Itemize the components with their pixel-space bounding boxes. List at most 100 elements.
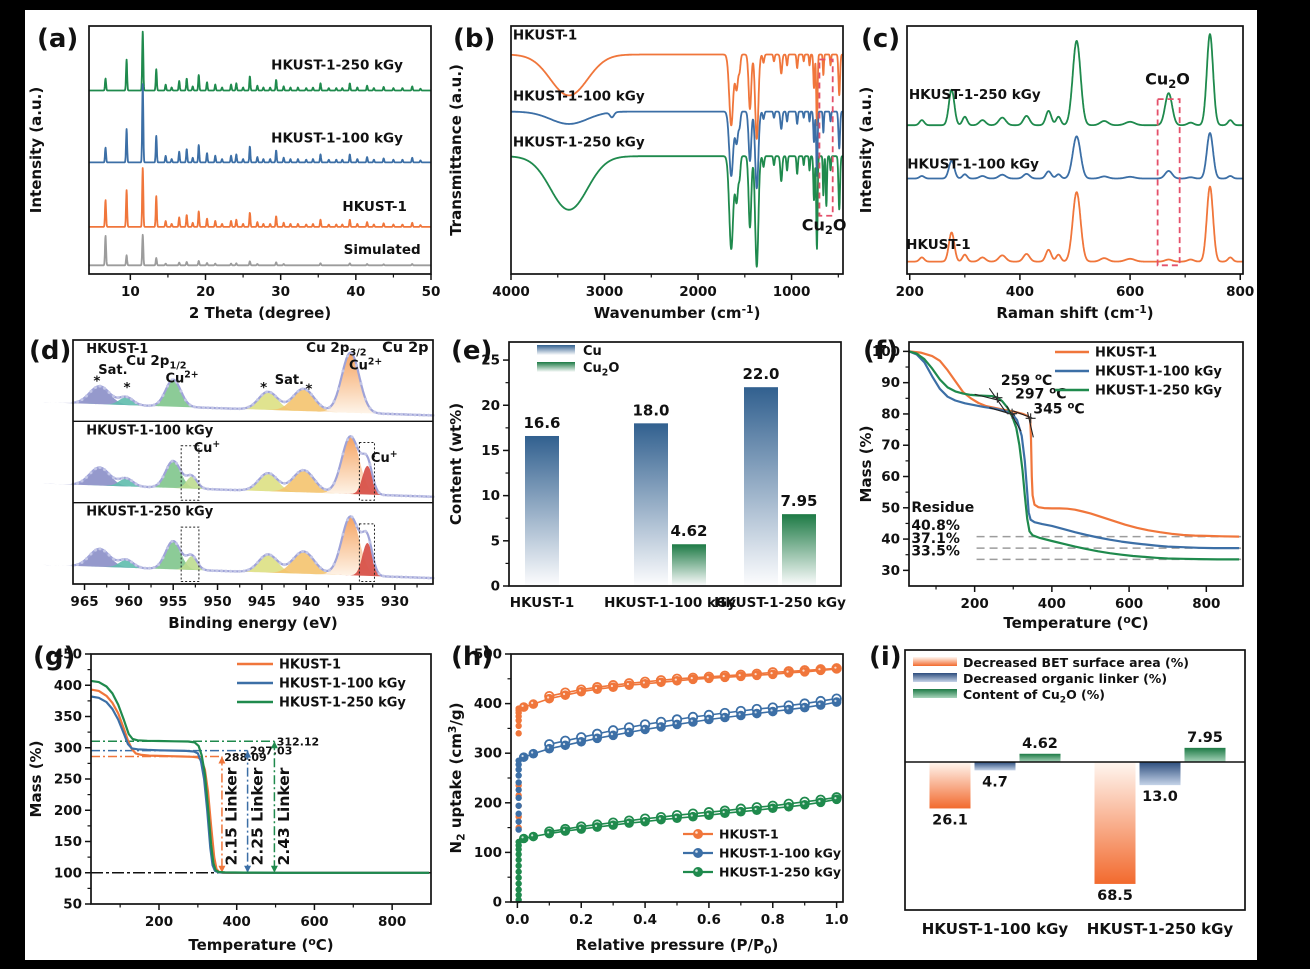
svg-text:3000: 3000 xyxy=(586,284,624,300)
svg-text:300: 300 xyxy=(54,740,82,756)
svg-text:4.62: 4.62 xyxy=(1022,736,1058,752)
svg-text:20: 20 xyxy=(481,398,500,414)
svg-text:5: 5 xyxy=(491,533,500,549)
svg-text:Cu: Cu xyxy=(583,344,602,359)
svg-text:Cu2+: Cu2+ xyxy=(165,369,198,386)
svg-text:HKUST-1: HKUST-1 xyxy=(86,342,148,357)
svg-text:259 oC: 259 oC xyxy=(1001,372,1052,389)
svg-text:100: 100 xyxy=(872,344,900,360)
figure-canvas: (a) 10 20 30 40 50 2 Theta (degree) Intensity … xyxy=(25,10,1257,960)
panel-b-chart: 4000 3000 2000 1000 Wavenumber (cm-1) Transmi… xyxy=(447,25,847,322)
panel-letter-b: (b) xyxy=(453,24,496,54)
svg-text:68.5: 68.5 xyxy=(1097,888,1133,904)
svg-text:HKUST-1-250 kGy: HKUST-1-250 kGy xyxy=(513,134,645,150)
svg-text:HKUST-1-250 kGy: HKUST-1-250 kGy xyxy=(714,595,846,611)
svg-text:4000: 4000 xyxy=(492,284,530,300)
svg-text:Cu 2p1/2: Cu 2p1/2 xyxy=(126,353,186,372)
panel-letter-g: (g) xyxy=(33,642,76,672)
svg-text:Transmittance (a.u.): Transmittance (a.u.) xyxy=(447,64,465,236)
panel-e: (e) 0 5 10 15 20 25 Content (wt%) 16.6 18.0 4.62 2… xyxy=(445,328,855,638)
svg-text:1.0: 1.0 xyxy=(825,912,849,928)
panel-h: (h) 0.0 0.2 0.4 0.6 0.8 1.0 0 100 200 300 400 500 Re… xyxy=(445,638,855,960)
svg-text:HKUST-1-100 kGy: HKUST-1-100 kGy xyxy=(279,677,406,692)
svg-text:Cu2O: Cu2O xyxy=(583,361,619,379)
svg-text:20: 20 xyxy=(196,284,215,300)
svg-text:600: 600 xyxy=(1116,284,1144,300)
svg-text:HKUST-1-250 kGy: HKUST-1-250 kGy xyxy=(1087,920,1234,938)
svg-text:Cu+: Cu+ xyxy=(371,449,398,466)
svg-text:37.1%: 37.1% xyxy=(911,531,960,547)
svg-text:26.1: 26.1 xyxy=(932,812,968,828)
svg-text:200: 200 xyxy=(54,803,82,819)
svg-text:945: 945 xyxy=(248,594,276,610)
svg-text:950: 950 xyxy=(203,594,231,610)
svg-text:HKUST-1-250 kGy: HKUST-1-250 kGy xyxy=(86,505,213,520)
svg-text:400: 400 xyxy=(223,914,251,930)
svg-text:HKUST-1-100 kGy: HKUST-1-100 kGy xyxy=(604,595,736,611)
svg-text:500: 500 xyxy=(474,647,502,663)
svg-text:300: 300 xyxy=(474,746,502,762)
svg-text:HKUST-1: HKUST-1 xyxy=(1095,346,1157,361)
svg-text:0.0: 0.0 xyxy=(505,912,529,928)
svg-text:HKUST-1: HKUST-1 xyxy=(342,199,406,215)
panel-letter-a: (a) xyxy=(37,24,79,54)
panel-e-chart: 0 5 10 15 20 25 Content (wt%) 16.6 18.0 4.62 22.0 7… xyxy=(447,341,846,611)
panel-letter-h: (h) xyxy=(451,642,494,672)
svg-text:Content (wt%): Content (wt%) xyxy=(447,403,465,525)
svg-text:HKUST-1-250 kGy: HKUST-1-250 kGy xyxy=(719,865,841,880)
svg-text:4.7: 4.7 xyxy=(982,774,1008,790)
svg-text:*: * xyxy=(260,380,267,396)
svg-text:40.8%: 40.8% xyxy=(911,518,960,534)
svg-text:Cu 2p: Cu 2p xyxy=(382,340,428,356)
panel-c-chart: 200 400 600 800 Raman shift (cm-1) Intensity … xyxy=(857,25,1254,322)
svg-text:HKUST-1-100 kGy: HKUST-1-100 kGy xyxy=(513,88,645,104)
svg-text:960: 960 xyxy=(115,594,143,610)
svg-text:Sat.: Sat. xyxy=(275,373,304,388)
svg-text:13.0: 13.0 xyxy=(1142,789,1178,805)
svg-text:HKUST-1-250 kGy: HKUST-1-250 kGy xyxy=(909,87,1041,103)
svg-text:0.8: 0.8 xyxy=(761,912,785,928)
svg-text:25: 25 xyxy=(481,353,500,369)
panel-c: (c) 200 400 600 800 Raman shift (cm-1) Intens… xyxy=(855,10,1257,328)
svg-text:Raman shift (cm-1): Raman shift (cm-1) xyxy=(996,303,1153,322)
svg-text:18.0: 18.0 xyxy=(632,401,669,419)
svg-text:10: 10 xyxy=(121,284,140,300)
svg-text:400: 400 xyxy=(1038,596,1066,612)
svg-text:Decreased organic linker (%): Decreased organic linker (%) xyxy=(963,671,1167,686)
svg-text:HKUST-1-100 kGy: HKUST-1-100 kGy xyxy=(1095,365,1222,380)
svg-text:200: 200 xyxy=(896,284,924,300)
svg-text:80: 80 xyxy=(881,406,900,422)
svg-text:Cu2O: Cu2O xyxy=(802,216,847,238)
svg-text:Intensity (a.u.): Intensity (a.u.) xyxy=(857,87,875,213)
svg-text:935: 935 xyxy=(336,594,364,610)
svg-text:0: 0 xyxy=(491,579,500,595)
svg-text:350: 350 xyxy=(54,709,82,725)
panel-f-chart: 200 400 600 800 30 40 50 60 70 80 90 100 Temperature… xyxy=(857,341,1244,632)
panel-h-chart: 0.0 0.2 0.4 0.6 0.8 1.0 0 100 200 300 400 500 Relati… xyxy=(446,647,849,957)
svg-text:HKUST-1-250 kGy: HKUST-1-250 kGy xyxy=(1095,384,1222,399)
svg-text:HKUST-1-100 kGy: HKUST-1-100 kGy xyxy=(922,920,1069,938)
svg-text:HKUST-1: HKUST-1 xyxy=(510,595,574,611)
svg-text:Temperature (oC): Temperature (oC) xyxy=(1003,613,1148,632)
svg-text:100: 100 xyxy=(54,865,82,881)
panel-d-chart: 965 960 955 950 945 940 935 930 Binding energy (… xyxy=(42,339,435,632)
svg-text:955: 955 xyxy=(159,594,187,610)
svg-text:2 Theta (degree): 2 Theta (degree) xyxy=(189,304,331,322)
svg-text:40: 40 xyxy=(346,284,365,300)
svg-text:400: 400 xyxy=(474,696,502,712)
svg-text:800: 800 xyxy=(378,914,406,930)
svg-text:Content of Cu2O (%): Content of Cu2O (%) xyxy=(963,687,1105,706)
svg-text:Wavenumber (cm-1): Wavenumber (cm-1) xyxy=(594,303,761,322)
svg-text:Simulated: Simulated xyxy=(344,242,421,258)
svg-text:Cu2O: Cu2O xyxy=(1145,69,1190,91)
svg-text:*: * xyxy=(93,374,100,390)
svg-text:70: 70 xyxy=(881,438,900,454)
svg-text:800: 800 xyxy=(1192,596,1220,612)
svg-text:930: 930 xyxy=(381,594,409,610)
svg-text:345 oC: 345 oC xyxy=(1033,401,1084,418)
svg-text:0: 0 xyxy=(493,895,502,911)
svg-text:HKUST-1: HKUST-1 xyxy=(719,827,779,842)
panel-letter-d: (d) xyxy=(29,336,72,366)
svg-text:0.6: 0.6 xyxy=(697,912,721,928)
svg-text:7.95: 7.95 xyxy=(780,492,817,510)
